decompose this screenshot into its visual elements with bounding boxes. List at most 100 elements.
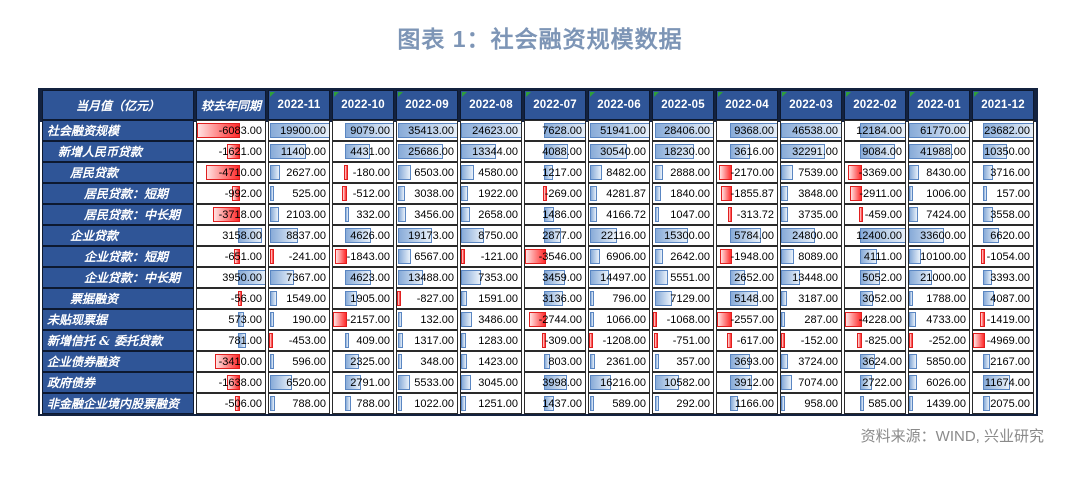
negative-data-bar (525, 249, 547, 264)
value-cell: -241.00 (268, 246, 330, 267)
value-cell: -2557.00 (716, 309, 778, 330)
value-cell: -1208.00 (588, 330, 650, 351)
cell-value: 9084.00 (862, 145, 902, 158)
cell-value: 5784.00 (734, 229, 774, 242)
positive-data-bar (781, 228, 816, 243)
cell-value: 2658.00 (478, 208, 518, 221)
value-cell: 4733.00 (908, 309, 970, 330)
row-label: 新增信托 & 委托贷款 (42, 330, 194, 351)
value-cell: 1423.00 (460, 351, 522, 372)
positive-data-bar (909, 354, 917, 369)
positive-data-bar (983, 165, 994, 180)
cell-value: 3136.00 (542, 292, 582, 305)
row-label: 企业债券融资 (42, 351, 194, 372)
cell-value: 12400.00 (856, 229, 902, 242)
value-cell: 7074.00 (780, 372, 842, 393)
value-cell: 24800.00 (780, 225, 842, 246)
value-cell: 3045.00 (460, 372, 522, 393)
value-cell: 3052.00 (844, 288, 906, 309)
cell-value: 6620.00 (990, 229, 1030, 242)
value-cell: 1439.00 (908, 393, 970, 414)
value-cell: 33600.00 (908, 225, 970, 246)
cell-value: 788.00 (292, 397, 326, 410)
cell-value: 2167.00 (990, 355, 1030, 368)
value-cell: 2167.00 (972, 351, 1034, 372)
value-cell: -1638.00 (196, 372, 266, 393)
positive-data-bar (909, 123, 969, 138)
row-label: 新增人民币贷款 (42, 141, 194, 162)
cell-flag-icon (718, 92, 723, 97)
value-cell: 2325.00 (332, 351, 394, 372)
cell-value: 24623.00 (472, 124, 518, 137)
table-body: 社会融资规模 -6083.00 19900.00 9079.00 35413.00 246… (42, 120, 1034, 414)
value-cell: 3950.00 (196, 267, 266, 288)
cell-value: 781.00 (228, 334, 262, 347)
cell-value: 3558.00 (990, 208, 1030, 221)
cell-value: 51941.00 (600, 124, 646, 137)
header-row: 当月值（亿元） 较去年同期 2022-11 2022-10 2022-09 2022-0… (42, 90, 1034, 120)
negative-data-bar (981, 249, 986, 264)
positive-data-bar (983, 144, 1008, 159)
value-cell: 1006.00 (908, 183, 970, 204)
positive-data-bar (544, 123, 585, 138)
value-cell: 5148.00 (716, 288, 778, 309)
cell-value: 3693.00 (734, 355, 774, 368)
negative-data-bar (589, 333, 593, 348)
value-cell: -309.00 (524, 330, 586, 351)
column-header-2022-06: 2022-06 (588, 90, 650, 120)
value-cell: 3624.00 (844, 351, 906, 372)
cell-value: 2325.00 (350, 355, 390, 368)
value-cell: -1855.87 (716, 183, 778, 204)
cell-value: 30540.00 (600, 145, 646, 158)
cell-value: 3038.00 (414, 187, 454, 200)
cell-value: -269.00 (544, 187, 582, 200)
value-cell: 1251.00 (460, 393, 522, 414)
positive-data-bar (398, 333, 403, 348)
value-cell: 8750.00 (460, 225, 522, 246)
value-cell: 190.00 (268, 309, 330, 330)
positive-data-bar (398, 249, 412, 264)
cell-flag-icon (846, 92, 851, 97)
cell-value: 1437.00 (542, 397, 582, 410)
value-cell: 21000.00 (908, 267, 970, 288)
positive-data-bar (344, 144, 371, 159)
value-cell: 157.00 (972, 183, 1034, 204)
cell-flag-icon (782, 92, 787, 97)
positive-data-bar (655, 123, 713, 138)
negative-data-bar (529, 312, 547, 327)
cell-flag-icon (526, 92, 531, 97)
value-cell: 8837.00 (268, 225, 330, 246)
value-cell: -3369.00 (844, 162, 906, 183)
positive-data-bar (655, 186, 661, 201)
positive-data-bar (655, 270, 669, 285)
value-cell: -512.00 (332, 183, 394, 204)
positive-data-bar (461, 354, 467, 369)
negative-data-bar (334, 249, 347, 264)
negative-data-bar (849, 186, 863, 201)
value-cell: 2652.00 (716, 267, 778, 288)
positive-data-bar (983, 186, 988, 201)
value-cell: 2658.00 (460, 204, 522, 225)
positive-data-bar (655, 375, 679, 390)
value-cell: -56.00 (196, 288, 266, 309)
cell-value: -4969.00 (986, 334, 1030, 347)
negative-data-bar (206, 165, 241, 180)
cell-value: 287.00 (804, 313, 838, 326)
cell-value: 11674.00 (984, 376, 1030, 389)
cell-value: 8837.00 (286, 229, 326, 242)
positive-data-bar (344, 396, 351, 411)
positive-data-bar (729, 270, 746, 285)
cell-value: 33600.00 (920, 229, 966, 242)
cell-value: 4580.00 (478, 166, 518, 179)
positive-data-bar (655, 228, 689, 243)
value-cell: 5784.00 (716, 225, 778, 246)
value-cell: 7129.00 (652, 288, 714, 309)
value-cell: -152.00 (780, 330, 842, 351)
cell-value: 3045.00 (478, 376, 518, 389)
negative-data-bar (227, 144, 241, 159)
value-cell: 11674.00 (972, 372, 1034, 393)
value-cell: 958.00 (780, 393, 842, 414)
positive-data-bar (461, 375, 471, 390)
cell-flag-icon (270, 92, 275, 97)
positive-data-bar (781, 165, 793, 180)
